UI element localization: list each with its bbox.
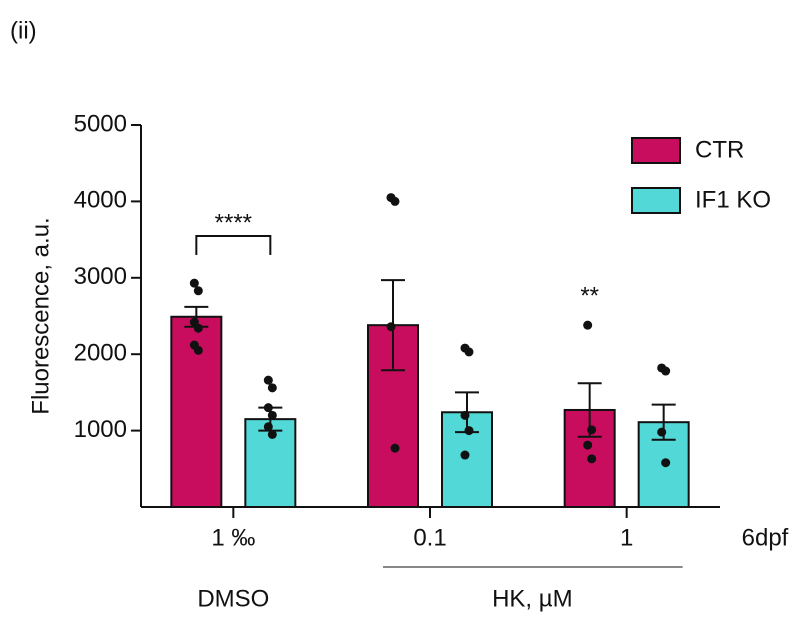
data-point: [460, 410, 470, 420]
y-axis-label: Fluorescence, a.u.: [27, 217, 54, 414]
data-point: [193, 286, 203, 296]
data-point: [267, 429, 277, 439]
panel-label: (ii): [10, 17, 37, 44]
data-point: [464, 347, 474, 357]
data-point: [263, 422, 273, 432]
data-point: [263, 403, 273, 413]
annotation: **: [580, 282, 599, 309]
group-label: HK, µM: [492, 585, 573, 612]
data-point: [657, 427, 667, 437]
data-point: [386, 322, 396, 332]
legend-swatch: [631, 137, 681, 164]
legend-swatch: [631, 187, 681, 214]
significance-bracket: [195, 235, 272, 255]
data-point: [267, 383, 277, 393]
data-point: [189, 278, 199, 288]
data-point: [583, 440, 593, 450]
y-tick-label: 1000: [74, 416, 127, 443]
y-tick-label: 2000: [74, 340, 127, 367]
data-point: [193, 323, 203, 333]
group-label: DMSO: [197, 585, 269, 612]
legend-label: IF1 KO: [695, 186, 771, 213]
data-point: [390, 443, 400, 453]
y-tick-label: 4000: [74, 187, 127, 214]
x-tick-label: 0.1: [413, 524, 446, 551]
data-point: [587, 425, 597, 435]
data-point: [390, 196, 400, 206]
data-point: [267, 410, 277, 420]
data-point: [460, 450, 470, 460]
data-point: [263, 375, 273, 385]
data-point: [661, 458, 671, 468]
x-tick-label: 1 ‰: [211, 524, 255, 551]
data-point: [583, 320, 593, 330]
y-tick-label: 5000: [74, 110, 127, 137]
data-point: [193, 345, 203, 355]
data-point: [587, 454, 597, 464]
y-tick-label: 3000: [74, 263, 127, 290]
x-tick-label: 1: [620, 524, 633, 551]
data-point: [464, 426, 474, 436]
data-point: [661, 366, 671, 376]
legend-label: CTR: [695, 136, 744, 163]
annotation: ****: [215, 209, 252, 236]
x-note: 6dpf: [742, 524, 789, 551]
